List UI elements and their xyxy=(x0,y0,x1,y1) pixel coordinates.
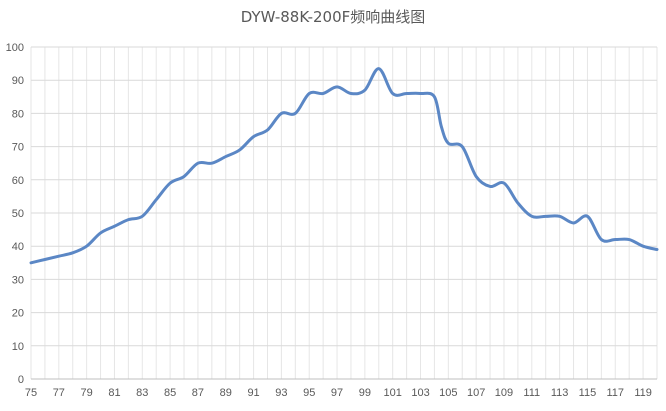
y-tick-label: 30 xyxy=(12,274,24,286)
y-tick-label: 80 xyxy=(12,108,24,120)
x-tick-label: 75 xyxy=(25,387,37,399)
x-tick-label: 81 xyxy=(108,387,120,399)
y-tick-label: 90 xyxy=(12,75,24,87)
x-tick-label: 109 xyxy=(495,387,513,399)
x-tick-label: 85 xyxy=(164,387,176,399)
x-tick-label: 83 xyxy=(136,387,148,399)
x-tick-label: 115 xyxy=(579,387,597,399)
y-tick-label: 60 xyxy=(12,175,24,187)
x-tick-label: 95 xyxy=(303,387,315,399)
y-tick-label: 50 xyxy=(12,208,24,220)
x-tick-label: 117 xyxy=(606,387,624,399)
series-line xyxy=(29,67,659,265)
x-tick-label: 87 xyxy=(192,387,204,399)
y-tick-label: 70 xyxy=(12,142,24,154)
x-tick-label: 119 xyxy=(634,387,652,399)
x-tick-label: 89 xyxy=(220,387,232,399)
chart-title: DYW-88K-200F频响曲线图 xyxy=(240,8,426,26)
x-tick-label: 79 xyxy=(81,387,93,399)
x-tick-label: 111 xyxy=(523,387,540,399)
x-tick-label: 105 xyxy=(439,387,457,399)
y-tick-label: 10 xyxy=(12,341,24,353)
y-tick-label: 100 xyxy=(6,42,24,54)
y-tick-label: 40 xyxy=(12,241,24,253)
y-tick-label: 0 xyxy=(18,374,24,386)
x-tick-label: 97 xyxy=(331,387,343,399)
x-tick-label: 93 xyxy=(275,387,287,399)
x-tick-label: 107 xyxy=(467,387,485,399)
x-tick-label: 103 xyxy=(411,387,429,399)
x-tick-label: 113 xyxy=(551,387,569,399)
x-tick-label: 77 xyxy=(53,387,65,399)
y-tick-label: 20 xyxy=(12,308,24,320)
x-tick-label: 101 xyxy=(384,387,402,399)
x-tick-label: 91 xyxy=(247,387,259,399)
x-tick-label: 99 xyxy=(359,387,371,399)
